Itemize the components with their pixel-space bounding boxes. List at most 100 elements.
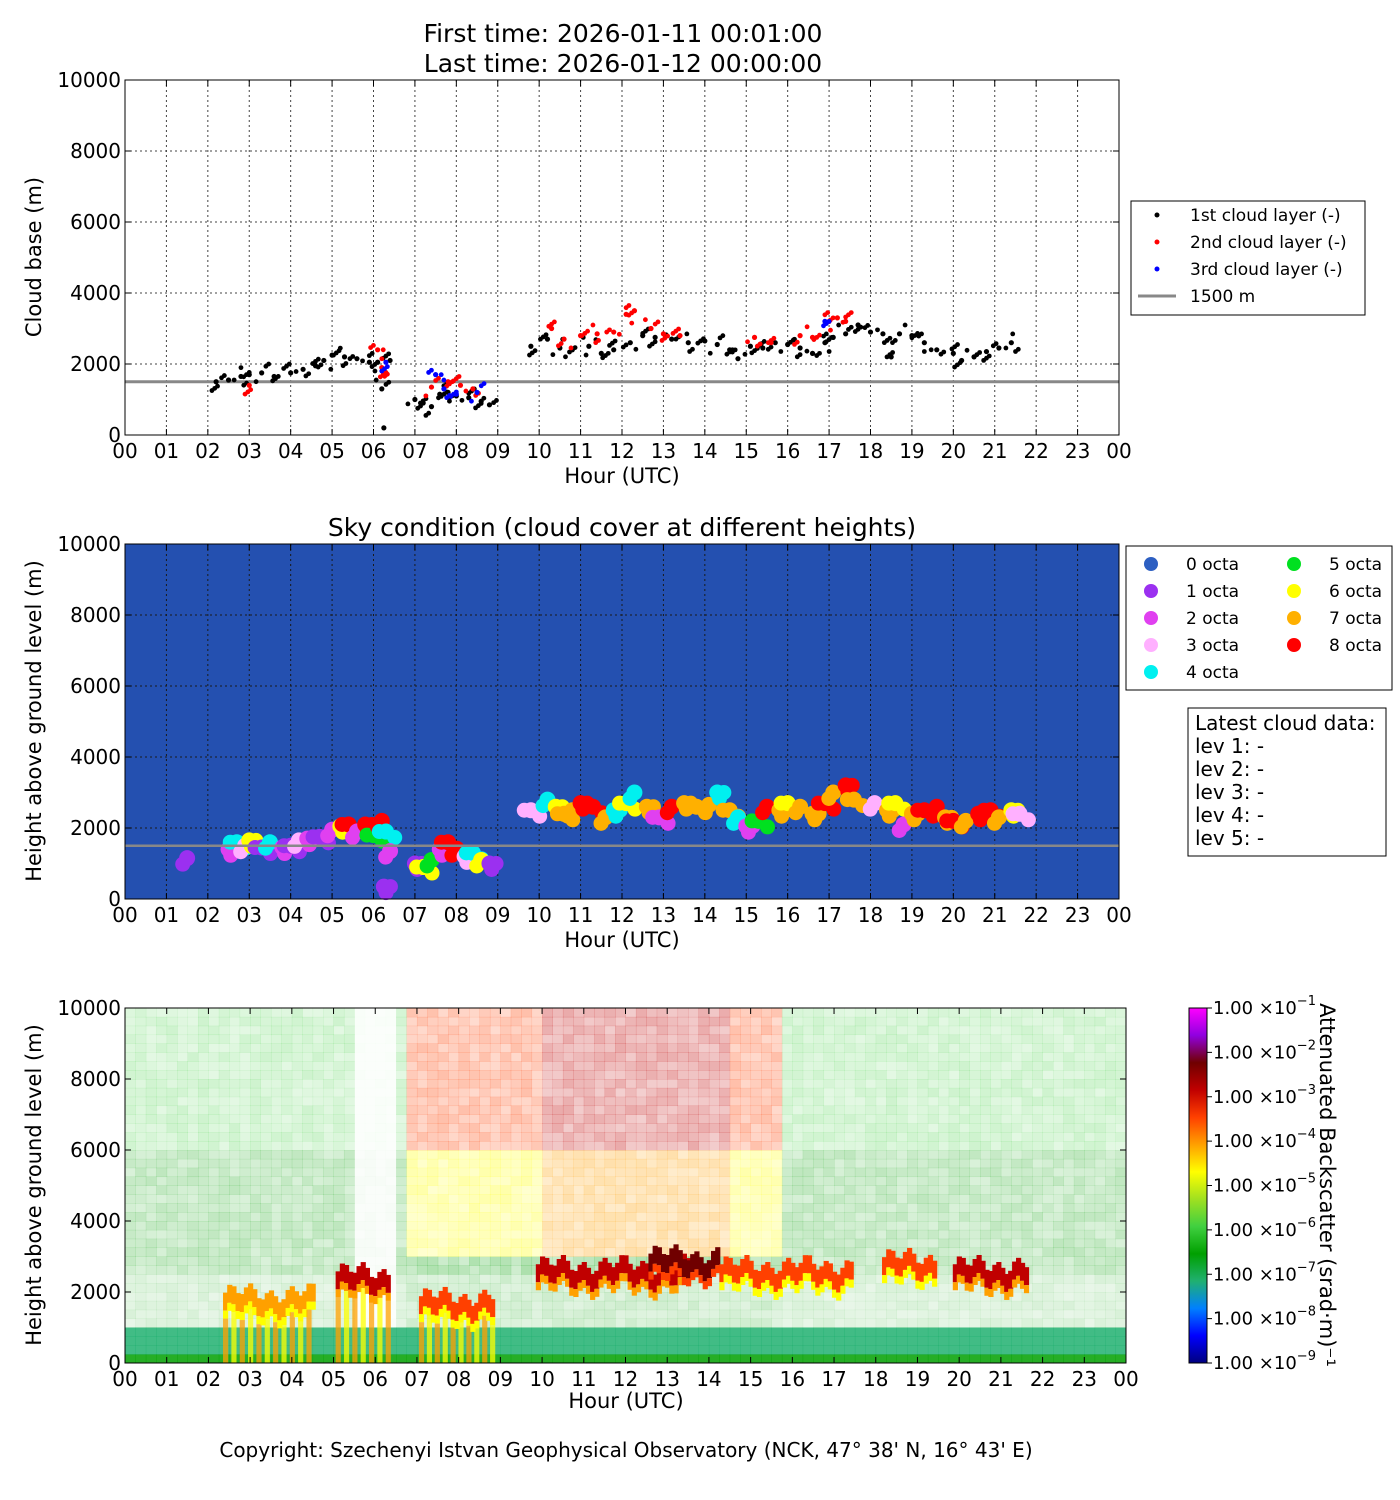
cloud-base-point-layer2 [751,334,758,340]
backscatter-cell [969,1292,981,1302]
cloud-signal [648,1253,654,1272]
backscatter-cell [270,1079,282,1089]
backscatter-cell [865,1212,877,1222]
backscatter-cell [688,1318,699,1328]
backscatter-cell [886,1345,898,1355]
backscatter-cell [145,1283,157,1293]
backscatter-cell [365,1088,376,1097]
backscatter-cell [396,1034,407,1044]
backscatter-cell [542,1336,553,1346]
backscatter-cell [875,1070,887,1080]
backscatter-cell [834,1327,845,1337]
backscatter-cell [771,1327,783,1337]
cloud-base-point-layer1 [804,348,810,354]
backscatter-cell [740,1016,752,1027]
cloud-signal [260,1299,266,1318]
backscatter-cell [531,1176,543,1186]
backscatter-cell [333,1212,345,1222]
backscatter-cell [145,1052,157,1062]
cloud-base-point-layer1 [720,333,726,339]
backscatter-cell [156,1008,168,1018]
backscatter-cell [375,1194,386,1203]
cloud-base-point-layer1 [481,395,487,401]
data-points [125,777,1119,901]
backscatter-cell [396,1061,407,1071]
backscatter-cell [197,1229,209,1240]
backscatter-cell [1063,1043,1075,1053]
cloud-signal [581,1261,587,1280]
backscatter-cell [542,1318,553,1328]
backscatter-cell [323,1203,334,1213]
backscatter-cell [218,1123,230,1133]
backscatter-cell [834,1025,845,1036]
cloud-base-point-layer1 [880,331,886,337]
backscatter-cell [135,1238,147,1249]
backscatter-cell [980,1132,991,1142]
backscatter-cell [583,1345,595,1355]
backscatter-cell [771,1025,783,1036]
backscatter-cell [750,1008,762,1018]
backscatter-cell [521,1043,533,1053]
backscatter-cell [594,1229,606,1240]
backscatter-cell [907,1176,918,1186]
backscatter-cell [386,1088,397,1097]
backscatter-cell [719,1114,731,1124]
backscatter-cell [1063,1034,1075,1044]
backscatter-cell [907,1292,918,1302]
cloud-base-point-layer1 [238,365,244,371]
backscatter-cell [865,1336,877,1346]
backscatter-cell [646,1185,658,1195]
backscatter-cell [813,1132,825,1142]
backscatter-cell [177,1221,188,1231]
backscatter-cell [156,1292,168,1302]
backscatter-cell [615,1212,626,1222]
backscatter-cell [448,1114,460,1124]
backscatter-cell [521,1247,533,1257]
backscatter-cell [145,1016,157,1027]
backscatter-cell [145,1256,157,1266]
backscatter-cell [1105,1070,1116,1080]
backscatter-cell [719,1025,731,1036]
backscatter-cell [281,1132,293,1142]
backscatter-cell [917,1212,929,1222]
backscatter-cell [656,1123,668,1133]
first-time-label: First time: 2026-01-11 00:01:00 [424,19,823,48]
backscatter-cell [698,1096,710,1107]
backscatter-cell [781,1079,793,1089]
backscatter-cell [218,1221,230,1231]
backscatter-cell [1073,1123,1085,1133]
cloud-base-point-layer2 [470,386,476,392]
backscatter-cell [562,1354,574,1363]
backscatter-cell [479,1052,491,1062]
backscatter-cell [166,1238,178,1249]
backscatter-cell [854,1079,866,1089]
backscatter-cell [270,1221,282,1231]
backscatter-cell [323,1221,334,1231]
backscatter-cell [427,1150,439,1160]
cloud-base-point-layer1 [478,401,484,406]
cloud-signal [458,1296,464,1315]
backscatter-cell [927,1167,939,1178]
backscatter-cell [521,1309,533,1320]
legend-marker-layer2 [1154,239,1160,245]
backscatter-cell [135,1336,147,1346]
backscatter-cell [990,1345,1002,1355]
backscatter-cell [469,1176,480,1186]
backscatter-cell [1032,1345,1043,1355]
backscatter-cell [834,1087,845,1098]
backscatter-cell [239,1274,251,1284]
backscatter-cell [896,1132,908,1142]
backscatter-cell [1042,1025,1054,1036]
cloud-signal-edge [335,1289,341,1298]
backscatter-cell [917,1016,929,1027]
backscatter-cell [1021,1061,1033,1071]
backscatter-cell [729,1167,741,1178]
backscatter-cell [1063,1176,1075,1186]
backscatter-cell [323,1052,334,1062]
backscatter-cell [719,1105,731,1115]
backscatter-cell [635,1008,647,1018]
backscatter-cell [291,1176,303,1186]
backscatter-cell [250,1327,261,1337]
backscatter-cell [656,1052,668,1062]
backscatter-cell [218,1150,230,1160]
